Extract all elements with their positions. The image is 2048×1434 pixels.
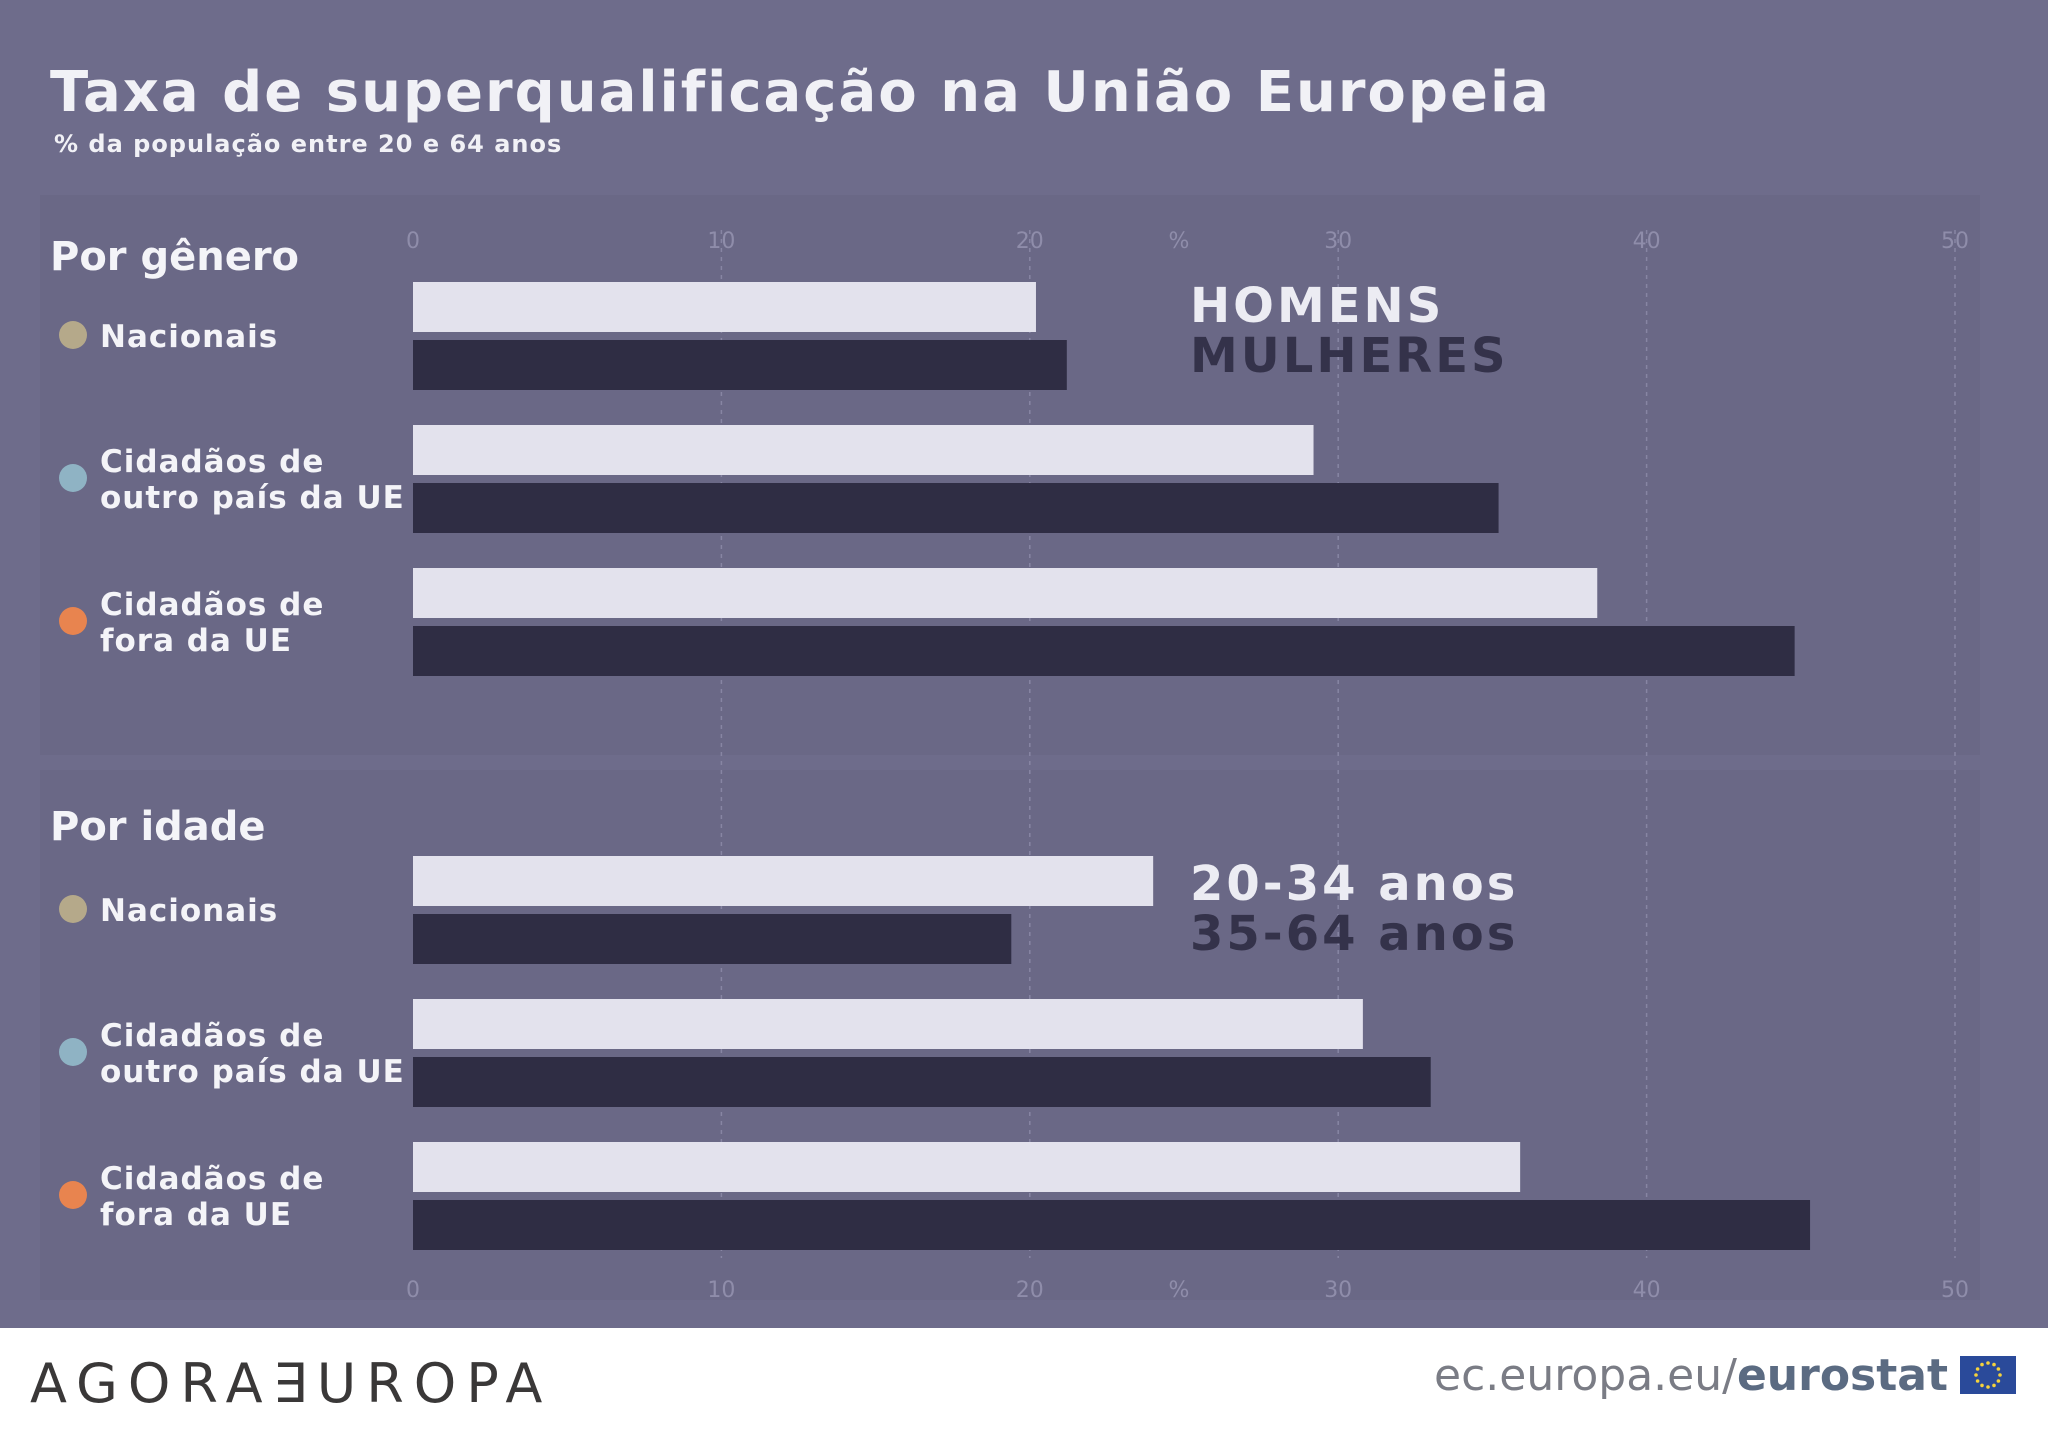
bar-light	[413, 856, 1154, 906]
top-tick-label: 20	[1016, 229, 1044, 254]
top-tick-label: 50	[1941, 229, 1969, 254]
bar-dark	[413, 483, 1499, 533]
category-label: Nacionais	[100, 893, 278, 929]
category-label: Cidadãos de	[100, 1018, 324, 1054]
category-marker	[59, 607, 87, 635]
section-title: Por gênero	[50, 234, 299, 280]
bar-light	[413, 425, 1314, 475]
series-key-label: HOMENS	[1190, 278, 1444, 334]
source-prefix: ec.europa.eu/	[1434, 1350, 1737, 1401]
chart-title: Taxa de superqualificação na União Europ…	[50, 60, 1551, 125]
section-title: Por idade	[50, 804, 266, 850]
footer: AGORA∃UROPA ec.europa.eu/eurostat	[0, 1328, 2048, 1434]
bottom-tick-label: 20	[1016, 1278, 1044, 1303]
source-name: eurostat	[1736, 1350, 1948, 1401]
bar-light	[413, 1142, 1521, 1192]
chart-subtitle: % da população entre 20 e 64 anos	[54, 130, 563, 158]
bottom-tick-label: 50	[1941, 1278, 1969, 1303]
category-marker	[59, 895, 87, 923]
category-label: fora da UE	[100, 623, 292, 659]
category-label: Cidadãos de	[100, 587, 324, 623]
category-label: outro país da UE	[100, 480, 405, 516]
category-marker	[59, 1181, 87, 1209]
category-label: Cidadãos de	[100, 444, 324, 480]
series-key-label: 35-64 anos	[1190, 906, 1518, 962]
top-tick-label: 10	[707, 229, 735, 254]
axis-unit-label: %	[1169, 1278, 1190, 1303]
source-link[interactable]: ec.europa.eu/eurostat	[1434, 1350, 1948, 1401]
category-marker	[59, 464, 87, 492]
bottom-tick-label: 0	[406, 1278, 420, 1303]
bar-dark	[413, 340, 1067, 390]
bottom-tick-label: 30	[1324, 1278, 1352, 1303]
bar-chart: 0 10 20 30 40 50% 0 10 20 30 40 50% Por gênero Nacion…	[50, 229, 1969, 1303]
eu-flag-icon	[1960, 1356, 2016, 1394]
bar-light	[413, 999, 1363, 1049]
series-key-label: MULHERES	[1190, 328, 1509, 384]
bottom-tick-label: 40	[1633, 1278, 1661, 1303]
bar-light	[413, 282, 1036, 332]
agora-europa-logo: AGORA∃UROPA	[30, 1352, 553, 1415]
bar-dark	[413, 626, 1795, 676]
category-label: Nacionais	[100, 319, 278, 355]
bar-light	[413, 568, 1598, 618]
category-marker	[59, 321, 87, 349]
series-key-label: 20-34 anos	[1190, 856, 1518, 912]
axis-unit-label: %	[1169, 229, 1190, 254]
category-label: Cidadãos de	[100, 1161, 324, 1197]
top-tick-label: 40	[1633, 229, 1661, 254]
bar-dark	[413, 1200, 1811, 1250]
top-tick-label: 30	[1324, 229, 1352, 254]
category-marker	[59, 1038, 87, 1066]
category-label: outro país da UE	[100, 1054, 405, 1090]
top-tick-label: 0	[406, 229, 420, 254]
bar-dark	[413, 914, 1012, 964]
category-label: fora da UE	[100, 1197, 292, 1233]
bottom-tick-label: 10	[707, 1278, 735, 1303]
bar-dark	[413, 1057, 1431, 1107]
